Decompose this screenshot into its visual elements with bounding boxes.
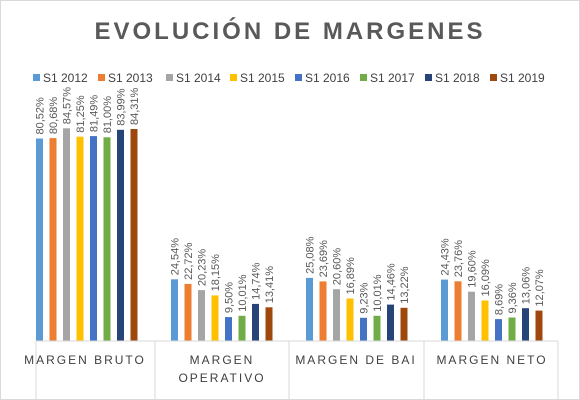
data-label-2-1: 23,69% <box>318 240 330 278</box>
bar-2-7 <box>400 307 408 341</box>
category-label-2-0: MARGEN DE BAI <box>295 353 416 367</box>
data-label-1-3: 18,15% <box>210 254 222 292</box>
legend-label-4: S1 2016 <box>305 71 350 85</box>
bar-3-3 <box>481 300 489 341</box>
legend-label-6: S1 2018 <box>435 71 480 85</box>
category-label-3-0: MARGEN NETO <box>436 353 547 367</box>
legend-label-7: S1 2019 <box>500 71 545 85</box>
data-label-0-5: 81,00% <box>102 96 114 134</box>
data-label-0-1: 80,68% <box>48 97 60 135</box>
bar-3-2 <box>468 291 475 341</box>
legend-label-0: S1 2012 <box>43 71 88 85</box>
category-label-1-1: OPERATIVO <box>178 371 265 385</box>
legend-swatch-0 <box>33 74 40 81</box>
data-label-2-6: 14,46% <box>386 263 398 301</box>
bar-2-2 <box>333 289 340 341</box>
data-label-1-4: 9,50% <box>224 282 236 313</box>
data-label-3-2: 19,60% <box>467 250 479 288</box>
bar-2-6 <box>387 304 394 341</box>
bar-1-7 <box>265 307 273 341</box>
data-label-3-3: 16,09% <box>480 259 492 297</box>
data-label-0-6: 83,99% <box>116 88 128 126</box>
bar-1-4 <box>225 317 232 341</box>
data-label-1-6: 14,74% <box>251 262 263 300</box>
legend-label-3: S1 2015 <box>240 71 285 85</box>
bar-1-6 <box>252 303 259 341</box>
category-label-1-0: MARGEN <box>190 353 255 367</box>
bar-1-1 <box>184 283 192 341</box>
legend-swatch-7 <box>490 74 497 81</box>
bar-0-0 <box>36 138 43 341</box>
data-label-3-5: 9,36% <box>507 282 519 313</box>
legend-swatch-1 <box>98 74 105 81</box>
bar-1-5 <box>238 315 246 341</box>
bar-2-3 <box>346 298 354 341</box>
bar-1-2 <box>198 290 205 341</box>
bar-3-0 <box>441 279 448 341</box>
data-label-2-3: 16,89% <box>345 257 357 295</box>
legend-swatch-6 <box>425 74 432 81</box>
bar-0-6 <box>117 129 124 341</box>
data-label-2-2: 20,60% <box>332 248 344 286</box>
data-label-3-6: 13,06% <box>521 267 533 305</box>
data-label-0-4: 81,49% <box>89 95 101 133</box>
data-label-3-7: 12,07% <box>534 269 546 307</box>
legend-swatch-4 <box>295 74 302 81</box>
bar-3-6 <box>522 308 529 341</box>
bar-0-1 <box>49 138 57 341</box>
bar-3-4 <box>495 319 502 341</box>
legend-label-1: S1 2013 <box>108 71 153 85</box>
legend-label-5: S1 2017 <box>370 71 415 85</box>
data-label-2-0: 25,08% <box>305 236 317 274</box>
bar-3-5 <box>508 317 516 341</box>
bar-1-0 <box>171 279 178 341</box>
legend-label-2: S1 2014 <box>176 71 221 85</box>
data-label-3-1: 23,76% <box>453 240 465 278</box>
data-label-1-7: 13,41% <box>264 266 276 304</box>
bar-2-5 <box>373 315 381 341</box>
bar-3-7 <box>535 310 543 341</box>
bar-0-3 <box>76 136 84 341</box>
data-label-0-7: 84,31% <box>129 87 141 125</box>
data-label-1-2: 20,23% <box>197 249 209 287</box>
legend-swatch-3 <box>230 74 237 81</box>
bar-2-1 <box>319 281 327 341</box>
data-label-0-0: 80,52% <box>35 97 47 135</box>
data-label-0-3: 81,25% <box>75 95 87 133</box>
legend-swatch-2 <box>166 74 173 81</box>
bar-2-4 <box>360 317 367 341</box>
data-label-3-4: 8,69% <box>494 284 506 315</box>
data-label-2-4: 9,23% <box>359 282 371 313</box>
data-label-2-5: 10,01% <box>372 274 384 312</box>
category-label-0-0: MARGEN BRUTO <box>24 353 146 367</box>
data-label-2-7: 13,22% <box>399 266 411 304</box>
bar-1-3 <box>211 295 219 341</box>
data-label-1-0: 24,54% <box>170 238 182 276</box>
bar-2-0 <box>306 277 313 341</box>
bar-3-1 <box>454 281 462 341</box>
bar-0-7 <box>130 129 138 341</box>
data-label-0-2: 84,57% <box>62 87 74 125</box>
data-label-3-0: 24,43% <box>440 238 452 276</box>
data-label-1-1: 22,72% <box>183 242 195 280</box>
bar-0-5 <box>103 137 111 341</box>
bar-0-4 <box>90 136 97 341</box>
chart-title: EVOLUCIÓN DE MARGENES <box>94 18 486 45</box>
legend-swatch-5 <box>360 74 367 81</box>
bar-0-2 <box>63 128 70 341</box>
data-label-1-5: 10,01% <box>237 274 249 312</box>
